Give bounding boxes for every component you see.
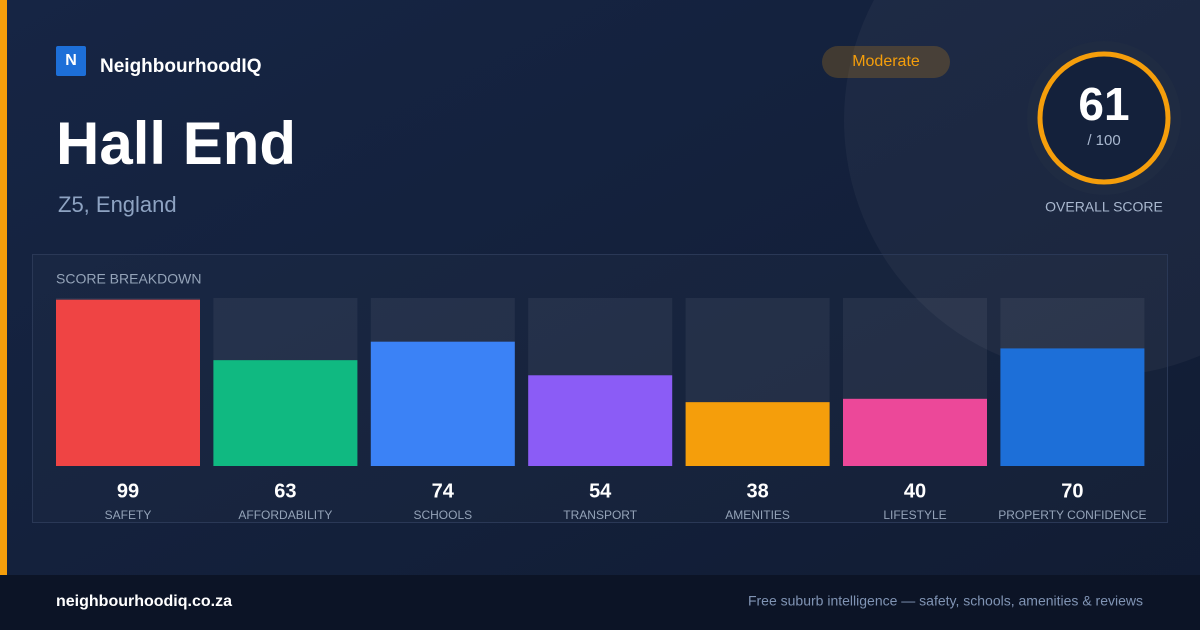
category-label: SAFETY <box>105 508 152 522</box>
category-label: TRANSPORT <box>563 508 637 522</box>
category-label: LIFESTYLE <box>883 508 946 522</box>
footer <box>0 575 1200 630</box>
value-label: 38 <box>746 480 768 502</box>
category-label: AFFORDABILITY <box>238 508 332 522</box>
bar <box>843 398 987 466</box>
bar <box>213 360 358 466</box>
value-label: 70 <box>1061 480 1083 502</box>
footer-url: neighbourhoodiq.co.za <box>56 593 232 610</box>
badge-text: Moderate <box>852 53 920 70</box>
brand-name: NeighbourhoodIQ <box>100 56 261 77</box>
bar <box>1000 348 1145 466</box>
category-label: PROPERTY CONFIDENCE <box>998 508 1146 522</box>
value-label: 54 <box>589 480 612 502</box>
accent-strip <box>0 0 7 575</box>
bars: 99 SAFETY 63 AFFORDABILITY 74 SCHOOLS 54 TRANSP… <box>56 298 1147 522</box>
value-label: 63 <box>274 480 296 502</box>
bar <box>370 341 515 466</box>
score-ring <box>1037 51 1171 185</box>
category-label: SCHOOLS <box>413 508 472 522</box>
score-value: 61 <box>1078 78 1129 130</box>
bar <box>528 375 673 466</box>
breakdown-panel <box>32 254 1168 523</box>
footer-tagline: Free suburb intelligence — safety, schoo… <box>748 593 1143 609</box>
logo <box>56 46 86 76</box>
value-label: 40 <box>904 480 926 502</box>
score-label: OVERALL SCORE <box>1045 199 1163 215</box>
category-label: AMENITIES <box>725 508 790 522</box>
bar <box>685 402 830 466</box>
score-suffix: / 100 <box>1087 132 1120 149</box>
badge <box>822 46 950 78</box>
value-label: 99 <box>117 480 139 502</box>
chart-title: SCORE BREAKDOWN <box>56 271 201 287</box>
bar <box>56 299 200 466</box>
place-title: Hall End <box>56 110 296 177</box>
place-location: Z5, England <box>58 192 177 217</box>
logo-letter: N <box>65 52 77 69</box>
value-label: 74 <box>432 480 455 502</box>
